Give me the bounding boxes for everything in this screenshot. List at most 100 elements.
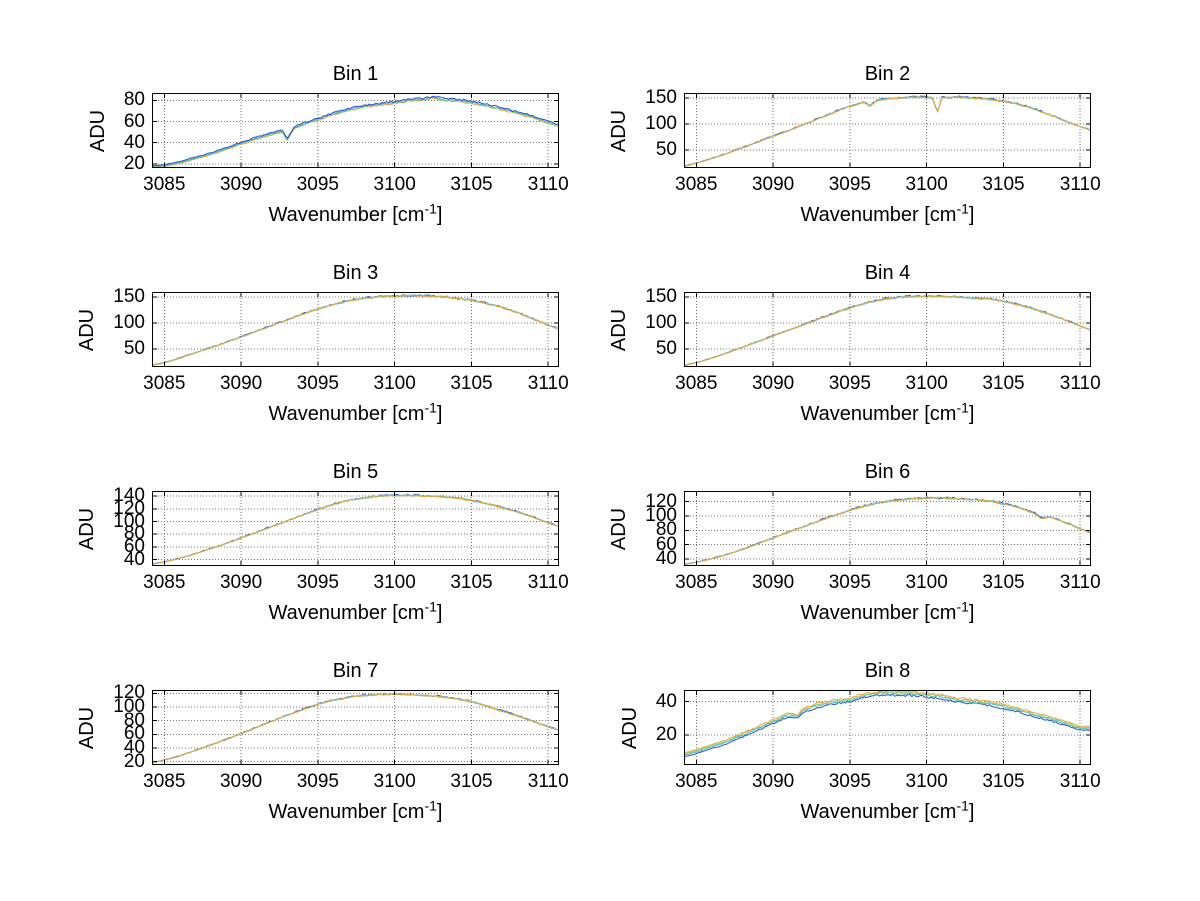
y-tick-label: 120 — [645, 490, 677, 512]
y-tick-label: 80 — [123, 709, 145, 731]
y-tick-label: 100 — [645, 505, 677, 526]
series-group — [684, 690, 1091, 758]
series-line-trace-blue — [684, 693, 1091, 758]
x-tick-label: 3085 — [143, 572, 186, 593]
series-line-trace-orange — [684, 295, 1091, 366]
plot-area-bin-6 — [684, 491, 1091, 566]
x-tick-label: 3090 — [751, 373, 795, 394]
y-axis-label: ADU — [619, 706, 641, 749]
x-tick-label: 3110 — [1059, 174, 1101, 195]
y-tick-label: 80 — [123, 523, 145, 545]
axes-box — [152, 690, 559, 765]
x-tick-label: 3110 — [527, 174, 569, 195]
x-axis-label-exponent: -1 — [424, 598, 437, 615]
grid-lines — [152, 690, 559, 765]
y-tick-label: 40 — [123, 548, 145, 570]
plot-area-bin-5 — [152, 491, 559, 566]
plot-title-bin-1: Bin 1 — [332, 63, 379, 85]
series-line-trace-orange — [684, 497, 1091, 565]
series-line-trace-green — [684, 294, 1091, 366]
x-tick-label: 3105 — [982, 373, 1025, 394]
tick-marks — [684, 491, 1091, 566]
series-line-trace-green — [152, 294, 559, 366]
x-axis-label-exponent: -1 — [956, 797, 969, 814]
y-tick-label: 60 — [123, 110, 145, 132]
plot-title-bin-8: Bin 8 — [864, 660, 911, 682]
series-line-trace-green — [152, 692, 559, 764]
x-axis-label: Wavenumber [cm-1] — [684, 400, 1091, 426]
series-line-trace-orange — [152, 494, 559, 565]
x-axis-label-close: ] — [436, 204, 443, 226]
y-tick-label: 120 — [113, 497, 145, 519]
x-axis-label: Wavenumber [cm-1] — [152, 399, 559, 426]
x-tick-label: 3105 — [982, 572, 1025, 593]
y-tick-label: 60 — [123, 535, 145, 557]
x-tick-label: 3110 — [527, 572, 569, 593]
x-tick-label: 3105 — [450, 373, 493, 394]
x-axis-label: Wavenumber [cm-1] — [684, 797, 1091, 824]
x-tick-label: 3110 — [1059, 373, 1101, 394]
y-tick-label: 150 — [113, 286, 145, 308]
series-line-trace-blue — [152, 693, 559, 764]
x-tick-label: 3110 — [527, 373, 569, 394]
y-tick-label: 100 — [113, 510, 145, 532]
series-line-trace-blue — [152, 294, 559, 366]
x-tick-label: 3100 — [373, 373, 416, 394]
x-tick-label: 3105 — [982, 174, 1025, 195]
x-axis-label: Wavenumber [cm-1] — [152, 598, 559, 625]
x-axis-label-exponent: -1 — [424, 200, 437, 217]
series-line-trace-green — [152, 96, 559, 168]
y-tick-label: 100 — [113, 696, 145, 718]
x-tick-label: 3100 — [905, 373, 948, 394]
x-tick-label: 3095 — [296, 572, 339, 593]
plot-title-bin-3: Bin 3 — [332, 262, 379, 284]
x-tick-label: 3100 — [905, 572, 948, 593]
x-tick-label: 3085 — [143, 174, 186, 195]
y-axis-label: ADU — [608, 109, 630, 152]
x-tick-label: 3085 — [675, 174, 718, 195]
axes-box — [684, 491, 1091, 566]
axes-box — [152, 93, 559, 168]
series-line-trace-orange — [684, 96, 1091, 167]
x-tick-label: 3100 — [905, 771, 948, 792]
x-tick-label: 3105 — [450, 572, 493, 593]
grid-lines — [152, 491, 559, 566]
plot-area-bin-2 — [684, 93, 1091, 168]
plot-area-bin-4 — [684, 292, 1091, 367]
plot-area-bin-3 — [152, 292, 559, 367]
series-line-trace-blue — [152, 493, 559, 565]
tick-marks — [684, 292, 1091, 367]
x-tick-label: 3090 — [219, 572, 263, 593]
y-axis-label: ADU — [76, 706, 98, 749]
y-tick-label: 40 — [655, 690, 677, 712]
series-group — [684, 294, 1091, 366]
x-tick-label: 3110 — [1059, 572, 1101, 593]
x-axis-label-close: ] — [436, 403, 443, 425]
x-tick-label: 3085 — [143, 373, 186, 394]
y-tick-label: 20 — [123, 152, 145, 174]
x-tick-label: 3105 — [982, 771, 1025, 792]
y-tick-label: 100 — [645, 312, 677, 334]
series-line-trace-green — [684, 496, 1091, 565]
y-tick-label: 60 — [655, 533, 677, 555]
grid-lines — [684, 93, 1091, 168]
x-axis-label-exponent: -1 — [424, 399, 437, 416]
x-tick-label: 3110 — [1059, 771, 1101, 792]
x-tick-label: 3085 — [675, 572, 718, 593]
tick-marks — [152, 292, 559, 367]
series-line-trace-orange — [684, 690, 1091, 754]
series-line-trace-green — [684, 691, 1091, 755]
axes-box — [152, 292, 559, 367]
series-group — [152, 294, 559, 366]
y-tick-label: 20 — [655, 724, 677, 745]
x-axis-label-close: ] — [968, 204, 975, 226]
y-tick-label: 100 — [645, 113, 677, 135]
grid-lines — [684, 491, 1091, 566]
plot-title-bin-5: Bin 5 — [332, 461, 379, 483]
x-tick-label: 3090 — [751, 771, 795, 792]
x-tick-label: 3090 — [219, 771, 263, 792]
plot-title-bin-2: Bin 2 — [864, 63, 911, 85]
y-tick-label: 50 — [123, 337, 145, 359]
series-line-trace-cyan — [152, 693, 559, 764]
